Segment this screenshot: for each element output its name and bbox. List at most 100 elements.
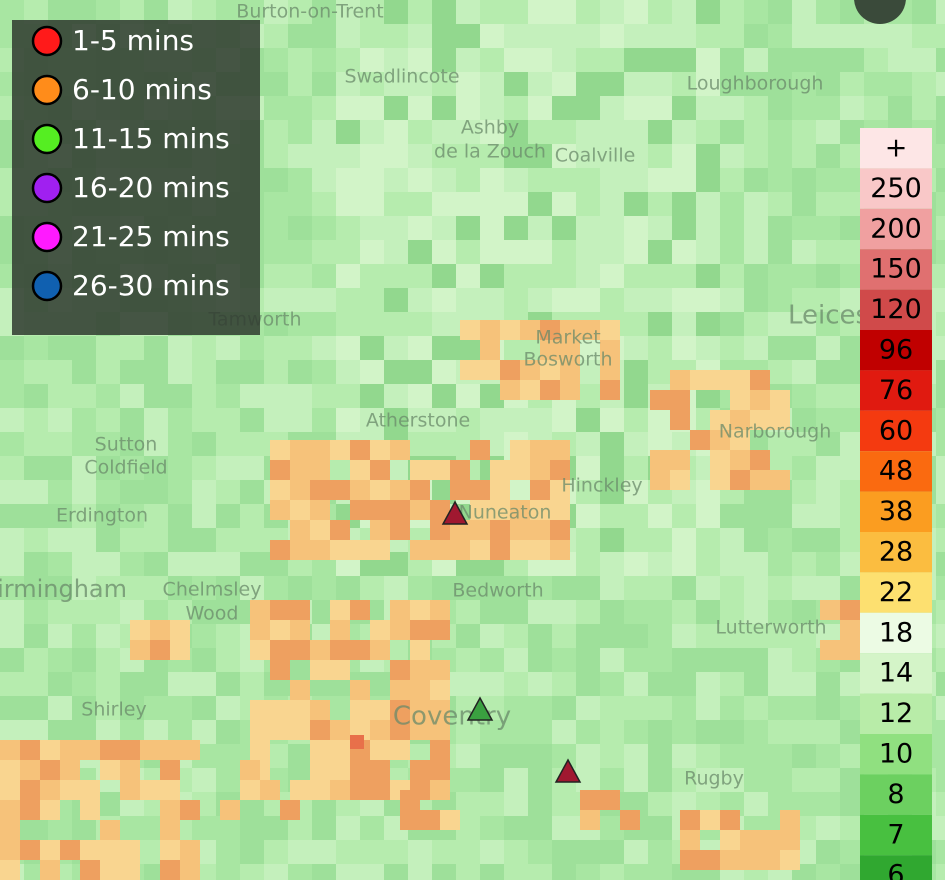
tile: [768, 672, 792, 696]
tile: [720, 96, 744, 120]
tile: [96, 504, 120, 528]
tile: [816, 288, 840, 312]
tile: [576, 624, 600, 648]
tile: [240, 408, 264, 432]
tile: [216, 864, 240, 880]
rain-cell: [530, 500, 550, 520]
tile: [936, 624, 945, 648]
tile: [768, 360, 792, 384]
tile: [432, 360, 456, 384]
tile: [792, 648, 816, 672]
marker[interactable]: [466, 696, 494, 721]
tile: [816, 384, 840, 408]
tile: [48, 504, 72, 528]
tile: [504, 768, 528, 792]
rain-cell: [470, 520, 490, 540]
marker[interactable]: [441, 500, 469, 525]
tile: [264, 144, 288, 168]
tile: [576, 744, 600, 768]
tile: [744, 264, 768, 288]
rain-cell: [490, 500, 510, 520]
map-button[interactable]: [854, 0, 906, 24]
rain-cell: [40, 800, 60, 820]
tile: [552, 120, 576, 144]
tile: [504, 240, 528, 264]
rain-cell: [770, 390, 790, 410]
tile: [528, 240, 552, 264]
tile: [720, 648, 744, 672]
tile: [432, 192, 456, 216]
rain-cell: [460, 320, 480, 340]
rain-cell: [310, 500, 330, 520]
tile: [24, 528, 48, 552]
place-label: Market: [535, 327, 600, 349]
tile: [720, 744, 744, 768]
tile: [432, 72, 456, 96]
tile: [672, 600, 696, 624]
tile: [432, 288, 456, 312]
tile: [504, 600, 528, 624]
tile: [360, 264, 384, 288]
tile: [648, 264, 672, 288]
tile: [696, 264, 720, 288]
place-label: Bosworth: [523, 349, 612, 371]
tile: [384, 168, 408, 192]
tile: [384, 840, 408, 864]
rain-cell: [410, 680, 430, 700]
rain-cell: [650, 470, 670, 490]
tile: [696, 696, 720, 720]
tile: [864, 48, 888, 72]
tile: [672, 624, 696, 648]
rain-cell: [390, 740, 410, 760]
tile: [192, 336, 216, 360]
tile: [888, 24, 912, 48]
tile: [432, 264, 456, 288]
tile: [936, 0, 945, 24]
tile: [216, 576, 240, 600]
tile: [456, 264, 480, 288]
tile: [648, 48, 672, 72]
tile: [840, 48, 864, 72]
rain-cell: [250, 720, 270, 740]
tile: [456, 216, 480, 240]
rain-cell: [240, 760, 260, 780]
tile: [600, 72, 624, 96]
rain-cell: [740, 830, 760, 850]
tile: [768, 696, 792, 720]
scale-label: 18: [879, 617, 913, 648]
tile: [744, 744, 768, 768]
tile: [672, 744, 696, 768]
tile: [168, 528, 192, 552]
tile: [456, 840, 480, 864]
tile: [432, 48, 456, 72]
tile: [624, 768, 648, 792]
tile: [600, 696, 624, 720]
tile: [816, 0, 840, 24]
tile: [936, 840, 945, 864]
rain-cell: [290, 620, 310, 640]
tile: [480, 672, 504, 696]
rain-cell: [120, 780, 140, 800]
tile: [384, 264, 408, 288]
tile: [480, 840, 504, 864]
tile: [360, 192, 384, 216]
tile: [600, 24, 624, 48]
rain-cell: [560, 360, 580, 380]
tile: [312, 864, 336, 880]
tile: [408, 336, 432, 360]
tile: [576, 216, 600, 240]
tile: [600, 624, 624, 648]
tile: [672, 72, 696, 96]
rain-cell: [270, 720, 290, 740]
rain-cell: [750, 470, 770, 490]
tile: [336, 336, 360, 360]
tile: [528, 648, 552, 672]
marker[interactable]: [554, 758, 582, 783]
rain-cell: [290, 540, 310, 560]
tile: [720, 48, 744, 72]
tile: [480, 192, 504, 216]
place-label: de la Zouch: [434, 141, 546, 163]
tile: [792, 552, 816, 576]
rain-cell: [240, 780, 260, 800]
tile: [768, 720, 792, 744]
